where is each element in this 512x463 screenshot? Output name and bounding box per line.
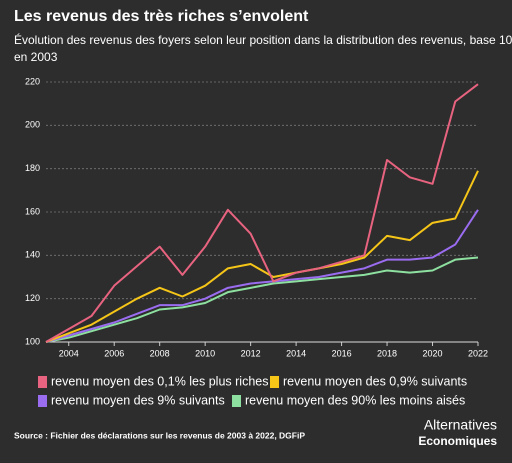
x-tick-label: 2018 — [377, 348, 397, 358]
x-tick-label: 2006 — [104, 348, 124, 358]
subtitle: Évolution des revenus des foyers selon l… — [14, 32, 512, 47]
x-tick-label: 2016 — [332, 348, 352, 358]
y-tick-label: 200 — [25, 120, 40, 130]
legend-label: revenu moyen des 0,1% les plus riches — [51, 374, 268, 388]
legend-swatch — [270, 376, 279, 388]
line — [45, 209, 479, 343]
x-tick-label: 2004 — [59, 348, 79, 358]
legend-label: revenu moyen des 0,9% suivants — [283, 374, 467, 388]
x-tick-label: 2008 — [150, 348, 170, 358]
x-tick-label: 2020 — [423, 348, 443, 358]
chart-title: Les revenus des très riches s’envolent — [14, 8, 309, 25]
x-tick-label: 2022 — [468, 348, 488, 358]
x-tick-label: 2014 — [286, 348, 306, 358]
logo: Alternatives — [424, 417, 497, 433]
logo: Economiques — [418, 434, 497, 448]
line — [45, 170, 479, 343]
y-tick-label: 120 — [25, 293, 40, 303]
line — [45, 83, 479, 343]
legend-label: revenu moyen des 9% suivants — [51, 393, 225, 407]
y-tick-label: 160 — [25, 206, 40, 216]
y-tick-label: 140 — [25, 250, 40, 260]
line — [45, 256, 479, 343]
y-tick-label: 220 — [25, 76, 40, 86]
y-tick-label: 100 — [25, 336, 40, 346]
legend-swatch — [232, 395, 241, 407]
x-tick-label: 2012 — [241, 348, 261, 358]
legend-swatch — [38, 376, 47, 388]
y-tick-label: 180 — [25, 163, 40, 173]
legend-label: revenu moyen des 90% les moins aisés — [245, 393, 465, 407]
subtitle: en 2003 — [14, 50, 58, 64]
legend-swatch — [38, 395, 47, 407]
x-tick-label: 2010 — [195, 348, 215, 358]
source: Source : Fichier des déclarations sur le… — [14, 430, 305, 440]
